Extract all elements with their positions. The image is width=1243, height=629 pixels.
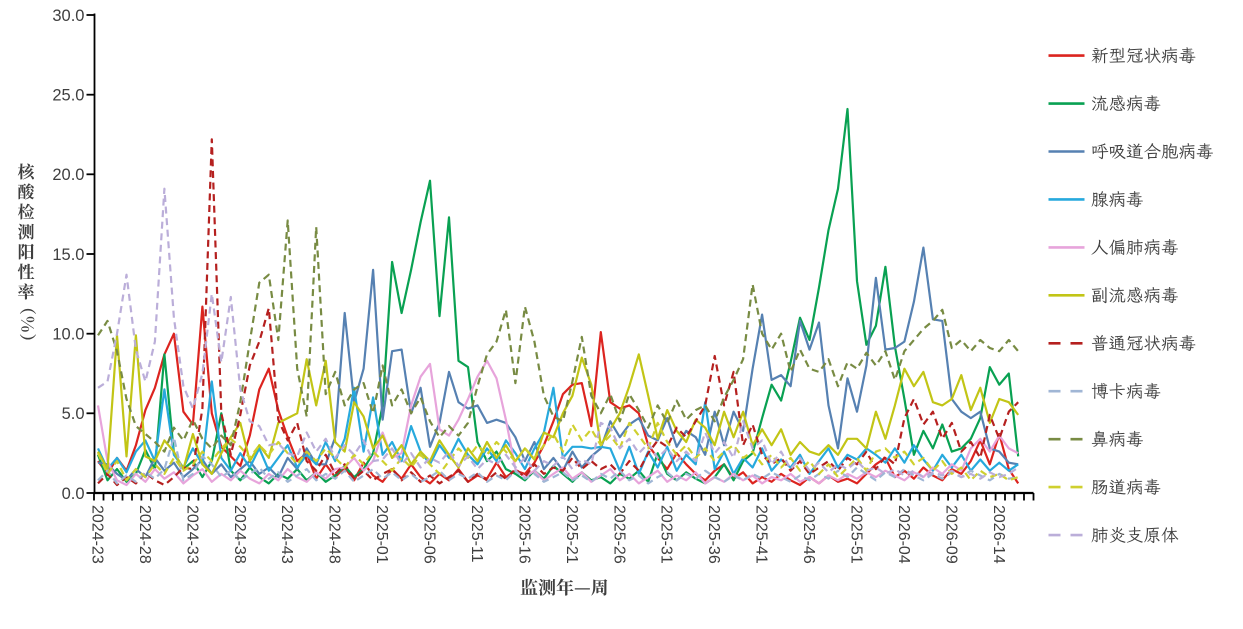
svg-text:2024-23: 2024-23: [89, 505, 106, 564]
svg-text:2024-48: 2024-48: [326, 505, 343, 564]
svg-text:2025-26: 2025-26: [610, 505, 627, 564]
svg-text:15.0: 15.0: [52, 246, 84, 264]
svg-text:2025-16: 2025-16: [515, 505, 532, 564]
svg-text:2025-36: 2025-36: [705, 505, 722, 564]
svg-text:0.0: 0.0: [62, 485, 85, 503]
svg-text:2026-04: 2026-04: [895, 505, 912, 564]
svg-text:25.0: 25.0: [52, 87, 84, 105]
svg-text:2024-43: 2024-43: [278, 505, 295, 564]
svg-text:2026-14: 2026-14: [990, 505, 1007, 564]
svg-text:20.0: 20.0: [52, 166, 84, 184]
svg-text:2025-41: 2025-41: [753, 505, 770, 564]
svg-text:2025-11: 2025-11: [468, 505, 485, 563]
svg-text:2024-38: 2024-38: [231, 505, 248, 564]
svg-text:2025-46: 2025-46: [800, 505, 817, 564]
svg-text:2025-01: 2025-01: [373, 505, 390, 564]
svg-text:2026-09: 2026-09: [942, 505, 959, 564]
svg-text:2025-31: 2025-31: [658, 505, 675, 564]
svg-text:5.0: 5.0: [62, 405, 85, 423]
svg-text:2025-51: 2025-51: [848, 505, 865, 564]
svg-text:2025-06: 2025-06: [421, 505, 438, 564]
svg-text:2024-33: 2024-33: [183, 505, 200, 564]
svg-text:2025-21: 2025-21: [563, 505, 580, 564]
svg-text:30.0: 30.0: [52, 7, 84, 25]
svg-text:2024-28: 2024-28: [136, 505, 153, 564]
svg-text:10.0: 10.0: [52, 326, 84, 344]
